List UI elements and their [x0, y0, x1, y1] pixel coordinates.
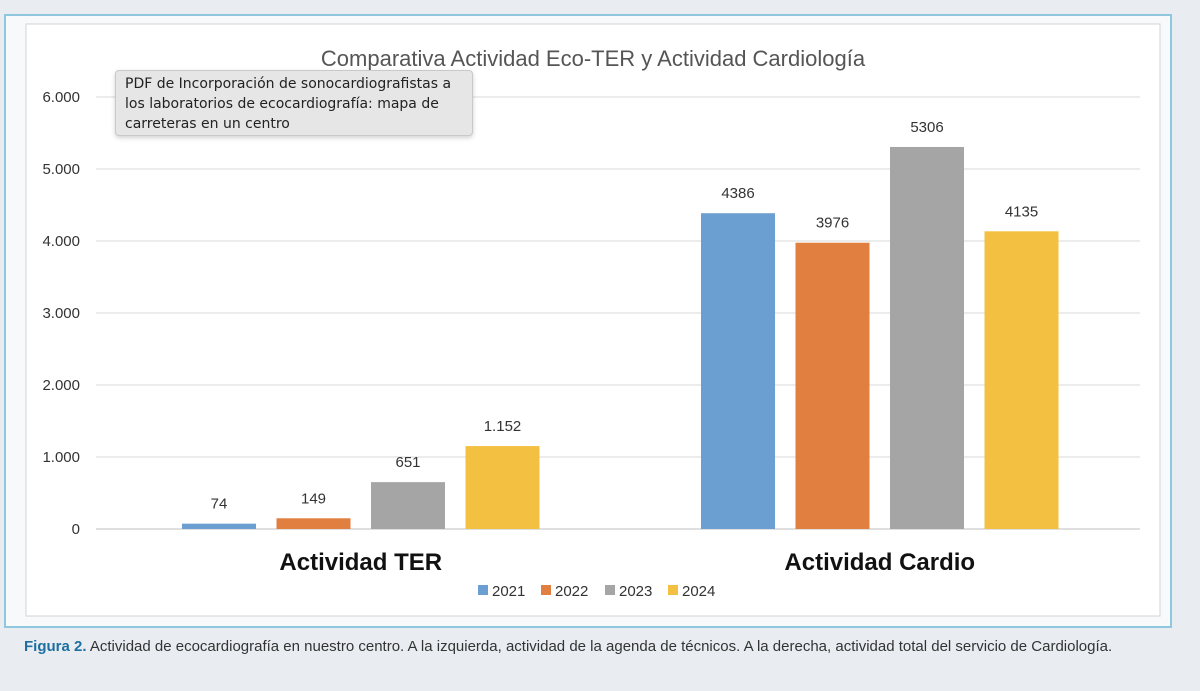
legend-label: 2021 — [492, 583, 525, 600]
tooltip: PDF de Incorporación de sonocardiografis… — [115, 70, 473, 136]
bar-2022-ter — [276, 518, 351, 529]
data-label: 4135 — [1005, 203, 1038, 220]
category-label: Actividad TER — [279, 549, 442, 576]
tooltip-text: PDF de Incorporación de sonocardiografis… — [125, 76, 452, 132]
y-tick-label: 1.000 — [42, 449, 80, 466]
data-label: 3976 — [816, 215, 849, 232]
bar-2024-cardio — [984, 231, 1059, 529]
y-tick-label: 6.000 — [42, 89, 80, 106]
bar-2023-cardio — [890, 146, 964, 529]
legend-swatch-2022 — [541, 585, 551, 595]
bar-2024-ter — [465, 446, 540, 529]
y-tick-label: 0 — [72, 521, 80, 538]
caption-text: Actividad de ecocardiografía en nuestro … — [89, 638, 1113, 655]
figure-caption: Figura 2. Actividad de ecocardiografía e… — [24, 636, 1166, 657]
data-label: 1.152 — [484, 418, 522, 435]
data-label: 4386 — [721, 185, 754, 202]
legend-swatch-2021 — [478, 585, 488, 595]
bar-2021-ter — [182, 523, 256, 529]
bar-2023-ter — [371, 482, 445, 529]
y-tick-label: 4.000 — [42, 233, 80, 250]
category-label: Actividad Cardio — [784, 549, 975, 576]
y-tick-label: 3.000 — [42, 305, 80, 322]
legend-swatch-2024 — [668, 585, 678, 595]
y-tick-label: 2.000 — [42, 377, 80, 394]
legend-swatch-2023 — [605, 585, 615, 595]
chart-title: Comparativa Actividad Eco-TER y Activida… — [321, 46, 866, 71]
data-label: 5306 — [910, 119, 943, 136]
legend-label: 2023 — [619, 583, 652, 600]
y-tick-label: 5.000 — [42, 161, 80, 178]
legend-label: 2024 — [682, 583, 715, 600]
caption-label: Figura 2. — [24, 638, 87, 655]
data-label: 74 — [211, 496, 228, 513]
bar-2022-cardio — [795, 242, 870, 529]
data-label: 651 — [395, 454, 420, 471]
bar-2021-cardio — [701, 213, 775, 529]
legend-label: 2022 — [555, 583, 588, 600]
data-label: 149 — [301, 490, 326, 507]
